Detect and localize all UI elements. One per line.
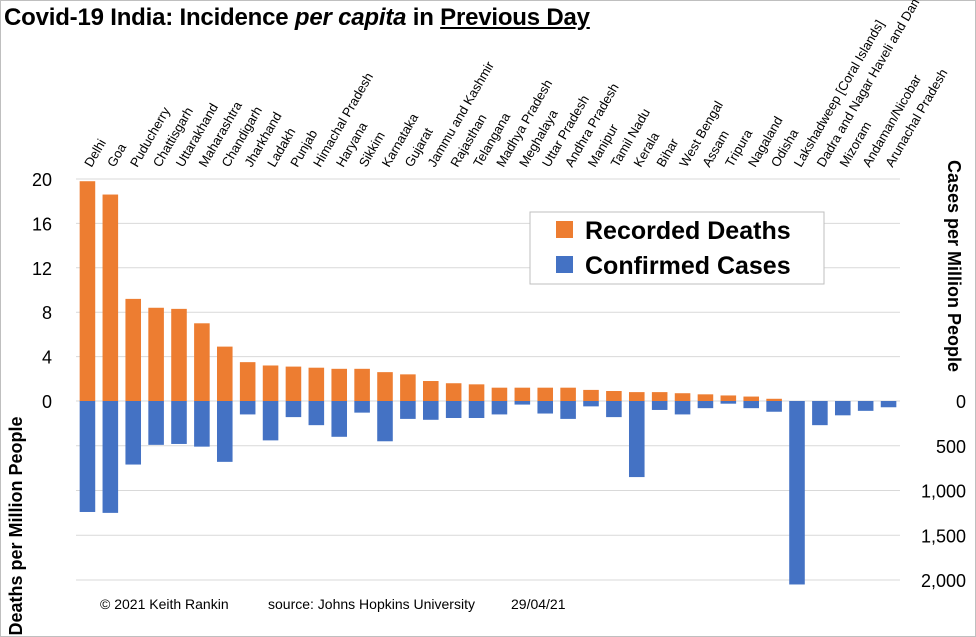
deaths-bar <box>262 365 279 401</box>
cases-bar <box>354 401 370 413</box>
cases-bar <box>331 401 348 437</box>
y-left-tick-label: 12 <box>32 259 52 279</box>
y-right-tick-label: 1,000 <box>921 482 966 502</box>
legend-swatch <box>556 221 573 238</box>
deaths-bar <box>697 394 714 401</box>
deaths-bar <box>583 389 599 401</box>
footer-source: source: Johns Hopkins University <box>268 596 475 612</box>
cases-bar <box>766 401 782 412</box>
y-right-tick-label: 1,500 <box>921 526 966 546</box>
cases-bar <box>468 401 485 419</box>
deaths-bar <box>468 384 485 401</box>
cases-bar <box>628 401 645 478</box>
cases-bar <box>789 401 805 585</box>
deaths-bar <box>400 374 416 401</box>
cases-bar <box>400 401 416 419</box>
cases-bar <box>377 401 393 442</box>
deaths-bar <box>606 391 622 401</box>
deaths-bar <box>628 392 645 401</box>
deaths-bar <box>491 387 508 401</box>
y-right-axis-title: Cases per Million People <box>944 160 964 372</box>
y-left-tick-label: 4 <box>42 348 52 368</box>
deaths-bar <box>766 398 782 401</box>
cases-bar <box>422 401 439 420</box>
deaths-bar <box>102 194 119 401</box>
deaths-bar <box>445 383 462 401</box>
deaths-bar <box>560 387 576 401</box>
y-left-tick-label: 8 <box>42 303 52 323</box>
cases-bar <box>720 401 737 404</box>
cases-bar <box>125 401 142 465</box>
cases-bar <box>491 401 508 415</box>
deaths-bar <box>514 387 531 401</box>
cases-bar <box>674 401 691 415</box>
legend-label: Confirmed Cases <box>585 252 791 280</box>
cases-bar <box>445 401 462 419</box>
cases-bar <box>102 401 119 513</box>
deaths-bar <box>216 346 233 401</box>
deaths-bar <box>674 393 691 401</box>
y-right-tick-label: 2,000 <box>921 571 966 591</box>
cases-bar <box>857 401 874 411</box>
deaths-bar <box>743 396 760 401</box>
y-left-tick-label: 16 <box>32 214 52 234</box>
cases-bar <box>537 401 554 414</box>
y-left-tick-label: 0 <box>42 392 52 412</box>
deaths-bar <box>194 323 210 401</box>
deaths-bar <box>720 395 737 401</box>
deaths-bar <box>148 307 164 401</box>
cases-bar <box>606 401 622 418</box>
cases-bar <box>79 401 96 512</box>
cases-bar <box>194 401 210 447</box>
deaths-bar <box>651 392 668 401</box>
cases-bar <box>743 401 760 409</box>
deaths-bar <box>331 368 348 401</box>
deaths-bar <box>171 308 187 401</box>
y-left-tick-label: 20 <box>32 170 52 190</box>
cases-bar <box>171 401 187 444</box>
cases-bar <box>148 401 164 445</box>
deaths-bar <box>79 181 96 401</box>
footer-date: 29/04/21 <box>511 596 566 612</box>
cases-bar <box>583 401 599 407</box>
legend-label: Recorded Deaths <box>585 217 791 245</box>
legend-box <box>529 211 825 285</box>
cases-bar <box>834 401 851 416</box>
cases-bar <box>560 401 576 419</box>
deaths-bar <box>285 366 302 401</box>
category-label: Delhi <box>81 136 109 169</box>
deaths-bar <box>308 367 325 401</box>
y-right-tick-label: 500 <box>936 437 966 457</box>
deaths-bar <box>377 372 393 401</box>
cases-bar <box>697 401 714 409</box>
cases-bar <box>812 401 828 426</box>
deaths-bar <box>239 362 256 401</box>
cases-bar <box>514 401 531 405</box>
cases-bar <box>308 401 325 426</box>
cases-bar <box>880 401 897 408</box>
chart-title: Covid-19 India: Incidence per capita in … <box>4 4 590 31</box>
y-left-axis-title: Deaths per Million People <box>6 416 26 635</box>
cases-bar <box>239 401 256 415</box>
cases-bar <box>285 401 302 418</box>
deaths-bar <box>422 381 439 401</box>
footer-copyright: © 2021 Keith Rankin <box>100 596 229 612</box>
cases-bar <box>651 401 668 410</box>
deaths-bar <box>354 368 370 401</box>
deaths-bar <box>125 298 142 401</box>
cases-bar <box>216 401 233 462</box>
deaths-bar <box>537 387 554 401</box>
cases-bar <box>262 401 279 441</box>
y-right-tick-label: 0 <box>956 392 966 412</box>
legend-swatch <box>556 256 573 273</box>
